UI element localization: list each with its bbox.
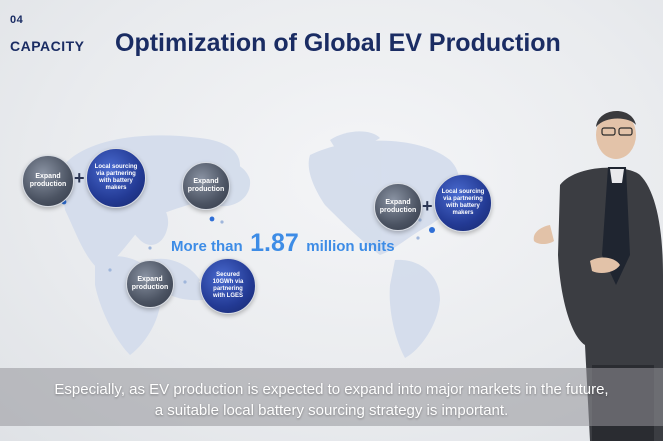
bubble-asia-expand-label: Expand production: [187, 177, 225, 193]
section-number: 04: [10, 14, 24, 26]
headline-number: 1.87: [250, 229, 299, 257]
bubble-europe-local-label: Local sourcing via partnering with batte…: [94, 164, 138, 191]
headline-suffix: million units: [306, 238, 395, 255]
plus-icon-us: +: [422, 196, 433, 216]
bubble-india-expand-label: Expand production: [131, 275, 169, 291]
section-label: CAPACITY: [10, 38, 85, 54]
subtitle-line-2: a suitable local battery sourcing strate…: [154, 402, 509, 419]
bubble-us-local-sourcing: Local sourcing via partnering with batte…: [434, 174, 492, 232]
bubble-us-expand-label: Expand production: [379, 198, 417, 214]
bubble-europe-local-sourcing: Local sourcing via partnering with batte…: [86, 148, 146, 208]
bubble-europe-expand-label: Expand production: [29, 172, 67, 188]
bubble-india-expand: Expand production: [126, 260, 174, 308]
bubble-asia-expand: Expand production: [182, 162, 230, 210]
slide-title: Optimization of Global EV Production: [115, 29, 561, 57]
plus-icon: +: [74, 168, 85, 188]
bubble-us-expand: Expand production: [374, 183, 422, 231]
headline-prefix: More than: [171, 238, 243, 255]
slide-header: 04: [10, 14, 23, 26]
bubble-secured-label: Secured 10GWh via partnering with LGES: [212, 272, 244, 299]
production-headline: More than 1.87 million units: [171, 229, 395, 258]
bubble-secured-lges: Secured 10GWh via partnering with LGES: [200, 258, 256, 314]
bubble-us-local-label: Local sourcing via partnering with batte…: [441, 189, 485, 216]
subtitle-line-1: Especially, as EV production is expected…: [54, 381, 609, 398]
subtitle-bar: [0, 368, 663, 426]
bubble-europe-expand: Expand production: [22, 155, 74, 207]
